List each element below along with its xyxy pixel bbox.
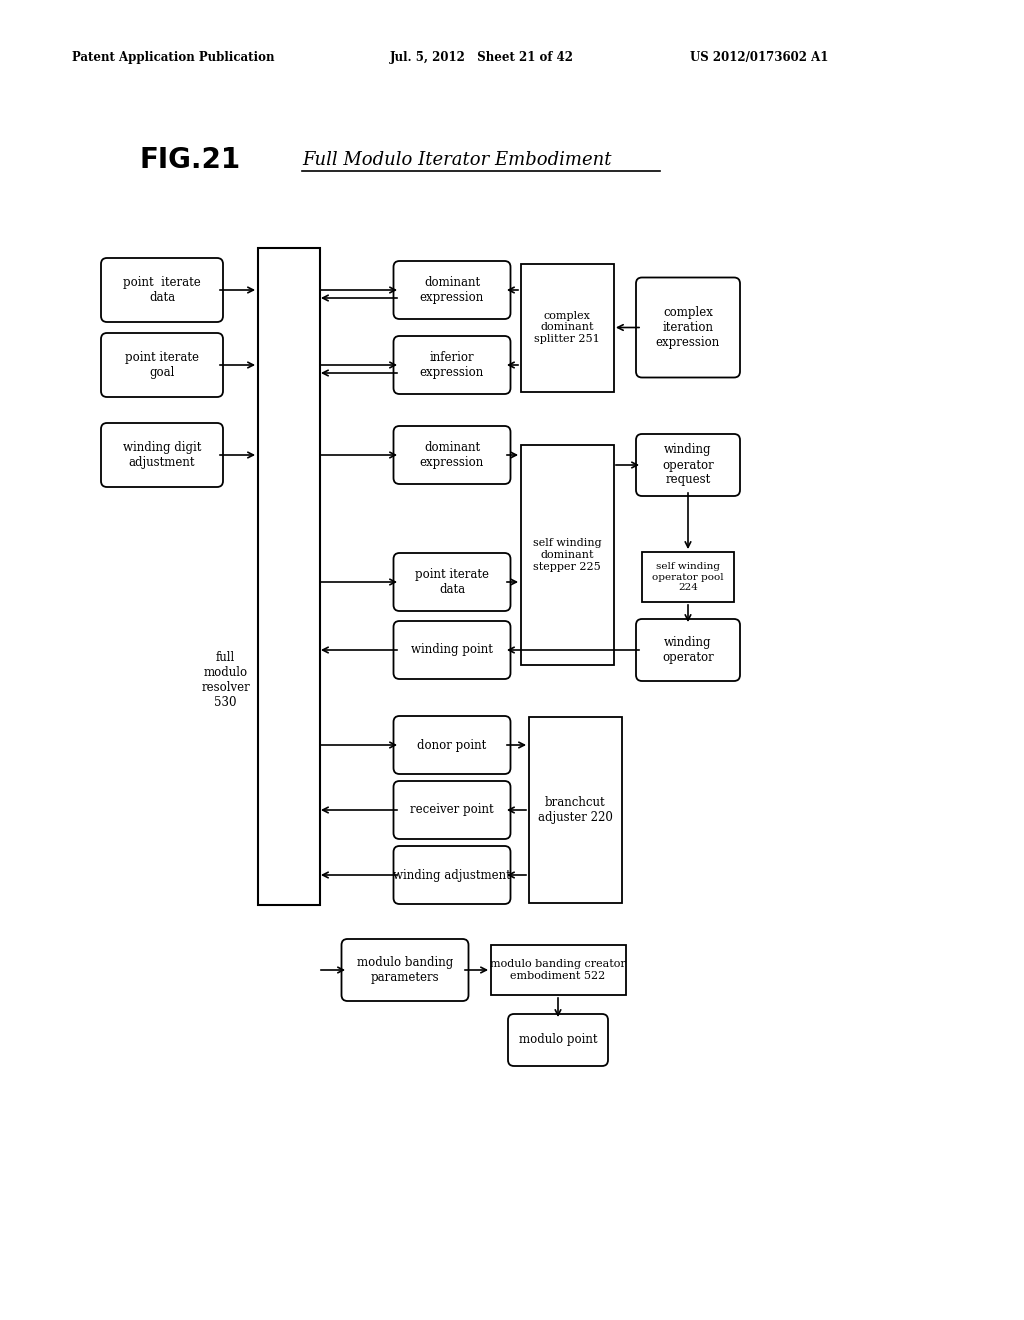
Text: dominant
expression: dominant expression [420,276,484,304]
Text: complex
iteration
expression: complex iteration expression [656,306,720,348]
Text: full
modulo
resolver
530: full modulo resolver 530 [202,651,250,709]
FancyBboxPatch shape [393,715,511,774]
Text: branchcut
adjuster 220: branchcut adjuster 220 [538,796,612,824]
Text: point iterate
goal: point iterate goal [125,351,199,379]
FancyBboxPatch shape [636,277,740,378]
Text: modulo banding
parameters: modulo banding parameters [357,956,454,983]
Bar [642,552,734,602]
Text: Full Modulo Iterator Embodiment: Full Modulo Iterator Embodiment [302,150,611,169]
FancyBboxPatch shape [101,333,223,397]
FancyBboxPatch shape [393,620,511,678]
Text: point iterate
data: point iterate data [415,568,489,597]
FancyBboxPatch shape [393,553,511,611]
FancyBboxPatch shape [101,422,223,487]
Text: modulo point: modulo point [519,1034,597,1047]
Text: receiver point: receiver point [411,804,494,817]
Text: Patent Application Publication: Patent Application Publication [72,51,274,65]
Bar [520,445,613,665]
Text: winding
operator: winding operator [663,636,714,664]
Text: donor point: donor point [418,738,486,751]
FancyBboxPatch shape [101,257,223,322]
Text: complex
dominant
splitter 251: complex dominant splitter 251 [535,312,600,345]
Text: self winding
dominant
stepper 225: self winding dominant stepper 225 [532,539,601,572]
Text: self winding
operator pool
224: self winding operator pool 224 [652,562,724,591]
Text: dominant
expression: dominant expression [420,441,484,469]
Bar [528,717,622,903]
FancyBboxPatch shape [636,434,740,496]
Text: modulo banding creator
embodiment 522: modulo banding creator embodiment 522 [490,960,626,981]
FancyBboxPatch shape [393,261,511,319]
FancyBboxPatch shape [508,1014,608,1067]
Text: winding adjustment: winding adjustment [393,869,511,882]
Bar [258,248,319,906]
FancyBboxPatch shape [393,426,511,484]
FancyBboxPatch shape [393,337,511,393]
FancyBboxPatch shape [393,846,511,904]
FancyBboxPatch shape [393,781,511,840]
Text: point  iterate
data: point iterate data [123,276,201,304]
Text: winding
operator
request: winding operator request [663,444,714,487]
Text: Jul. 5, 2012   Sheet 21 of 42: Jul. 5, 2012 Sheet 21 of 42 [390,51,574,65]
FancyBboxPatch shape [636,619,740,681]
Text: FIG.21: FIG.21 [140,147,241,174]
Text: inferior
expression: inferior expression [420,351,484,379]
FancyBboxPatch shape [341,939,469,1001]
Text: winding point: winding point [411,644,493,656]
Text: US 2012/0173602 A1: US 2012/0173602 A1 [690,51,828,65]
Bar [520,264,613,392]
Text: winding digit
adjustment: winding digit adjustment [123,441,201,469]
Bar [490,945,626,995]
